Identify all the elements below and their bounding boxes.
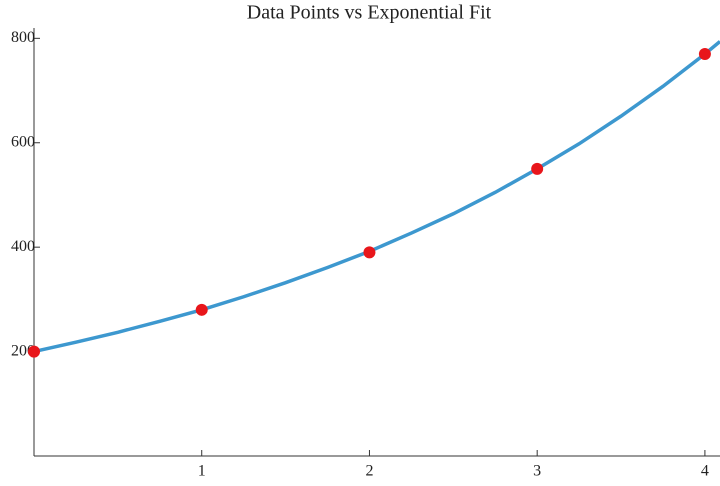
x-tick-label: 4 [701,463,709,480]
data-point [698,47,711,60]
x-tick-label: 3 [533,463,541,480]
data-point [195,303,208,316]
x-tick-label: 2 [365,463,373,480]
y-tick-label: 600 [11,133,35,150]
y-tick-label: 200 [11,342,35,359]
x-tick-label: 1 [198,463,206,480]
y-tick-label: 400 [11,238,35,255]
y-tick-label: 800 [11,29,35,46]
fit-curve [33,40,720,354]
data-point [28,345,40,358]
data-point [531,162,544,175]
chart-title: Data Points vs Exponential Fit [247,2,492,24]
data-point [363,246,376,259]
